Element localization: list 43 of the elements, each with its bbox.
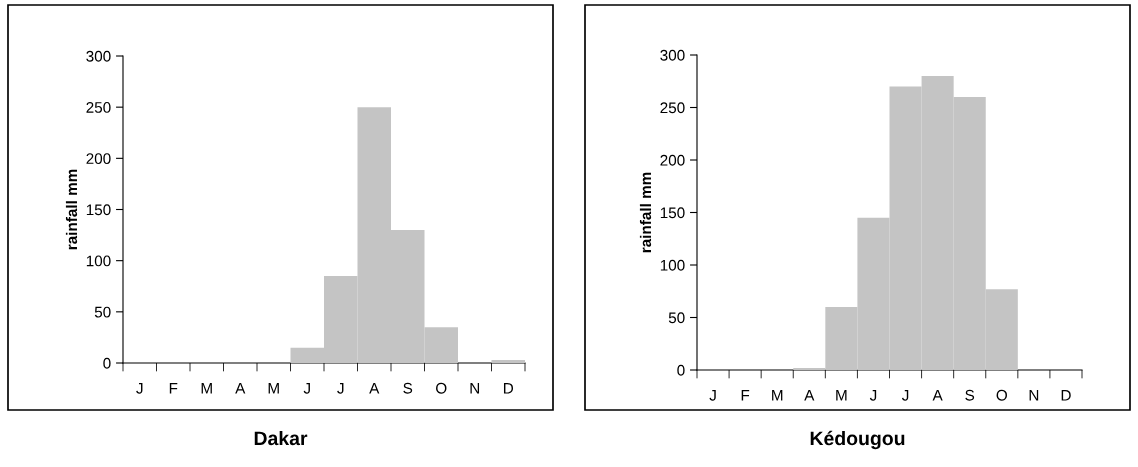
x-tick-label: A xyxy=(235,383,246,394)
y-tick-label: 250 xyxy=(86,102,111,113)
y-tick-label: 300 xyxy=(660,49,685,61)
y-axis-title: rainfall mm xyxy=(639,172,652,253)
x-tick-label: J xyxy=(709,390,716,401)
x-tick-label: D xyxy=(1061,390,1071,401)
x-tick-label: J xyxy=(869,390,877,401)
x-tick-label: O xyxy=(996,389,1007,401)
x-tick-label: A xyxy=(369,383,380,394)
y-tick-label: 100 xyxy=(86,255,111,267)
y-tick-label: 250 xyxy=(660,102,685,114)
y-tick-label: 0 xyxy=(103,357,111,369)
y-tick-label: 150 xyxy=(86,204,111,216)
y-tick-label: 200 xyxy=(86,153,111,165)
y-tick-label: 200 xyxy=(660,154,685,166)
y-tick-label: 0 xyxy=(677,364,685,376)
x-tick-label: M xyxy=(268,383,279,394)
y-tick-label: 300 xyxy=(86,50,111,62)
x-tick-label: A xyxy=(804,390,815,401)
x-tick-label: S xyxy=(965,389,975,401)
x-tick-label: F xyxy=(169,383,178,394)
x-tick-label: N xyxy=(470,383,480,394)
y-tick-label: 50 xyxy=(668,312,685,324)
x-tick-label: J xyxy=(901,390,909,401)
bar xyxy=(491,359,525,363)
x-tick-label: N xyxy=(1029,390,1039,401)
x-tick-label: A xyxy=(932,390,943,401)
x-tick-label: S xyxy=(403,382,413,394)
text: Kédougou xyxy=(810,430,905,450)
y-tick-label: 100 xyxy=(660,259,685,271)
x-tick-label: J xyxy=(303,383,310,394)
y-axis-title: rainfall mm xyxy=(65,169,78,250)
x-tick-label: M xyxy=(201,383,212,394)
x-tick-label: M xyxy=(836,390,847,401)
y-tick-label: 50 xyxy=(94,306,111,318)
x-tick-label: D xyxy=(503,383,514,394)
x-tick-label: M xyxy=(772,390,783,401)
x-tick-label: O xyxy=(436,382,447,394)
x-tick-label: F xyxy=(741,390,750,401)
x-tick-label: J xyxy=(136,383,143,394)
y-tick-label: 150 xyxy=(660,207,685,219)
text: Dakar xyxy=(254,430,308,446)
x-tick-label: J xyxy=(337,383,344,394)
